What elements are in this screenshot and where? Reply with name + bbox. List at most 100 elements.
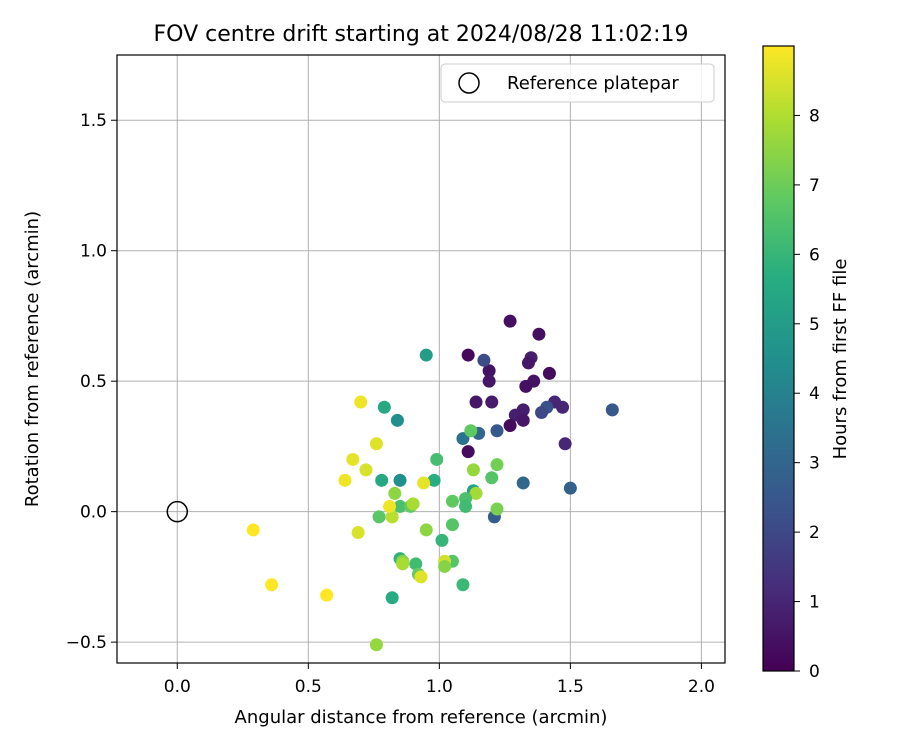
colorbar-tick-label: 7 [809, 176, 820, 196]
data-point [485, 471, 499, 485]
data-point [542, 366, 556, 380]
data-point [427, 473, 441, 487]
data-point [519, 379, 533, 393]
data-point [456, 578, 470, 592]
data-point [469, 395, 483, 409]
colorbar-tick-label: 8 [809, 106, 820, 126]
data-point [246, 523, 260, 537]
data-point [482, 364, 496, 378]
data-point [351, 526, 365, 540]
data-point [477, 353, 491, 367]
legend-reference-marker [458, 72, 480, 94]
data-point [438, 559, 452, 573]
data-point [482, 374, 496, 388]
colorbar-label: Hours from first FF file [830, 259, 851, 460]
colorbar-tick-label: 6 [809, 245, 820, 265]
data-point [532, 327, 546, 341]
data-point [490, 458, 504, 472]
data-point [430, 452, 444, 466]
data-point [375, 473, 389, 487]
colorbar-ticks: 0 1 2 3 4 5 6 7 8 [794, 106, 820, 682]
y-tick-label: 1.5 [80, 111, 107, 131]
data-point [521, 356, 535, 370]
axis-ticks: 0.0 0.5 1.0 1.5 2.0 −0.5 0.0 0.5 1.0 1.5 [66, 111, 715, 697]
chart-legend: Reference platepar [440, 63, 715, 103]
reference-point-marker [166, 500, 189, 523]
colorbar-tick-label: 1 [809, 593, 820, 613]
data-point [503, 419, 517, 433]
data-point [461, 348, 475, 362]
data-point [516, 413, 530, 427]
data-point [435, 533, 449, 547]
colorbar-tick-label: 3 [809, 454, 820, 474]
data-point [459, 499, 473, 513]
data-point [359, 463, 373, 477]
x-tick-label: 2.0 [688, 677, 715, 697]
legend-label: Reference platepar [507, 73, 679, 94]
data-point [419, 523, 433, 537]
data-point [414, 570, 428, 584]
legend-box [440, 63, 715, 103]
data-point [369, 437, 383, 451]
colorbar-tick-label: 4 [809, 384, 820, 404]
y-axis-label: Rotation from reference (arcmin) [22, 211, 43, 507]
data-point [485, 395, 499, 409]
x-axis-label: Angular distance from reference (arcmin) [235, 707, 608, 728]
data-point [445, 518, 459, 532]
colorbar-tick-label: 5 [809, 315, 820, 335]
colorbar: 0 1 2 3 4 5 6 7 8 Hours from first FF file [762, 45, 851, 682]
data-point [556, 400, 570, 414]
x-tick-label: 0.0 [164, 677, 191, 697]
data-point [563, 481, 577, 495]
data-point [406, 497, 420, 511]
data-point [338, 473, 352, 487]
colorbar-tick-label: 0 [809, 662, 820, 682]
data-point [409, 557, 423, 571]
data-point [490, 502, 504, 516]
data-point [461, 445, 475, 459]
data-point [466, 463, 480, 477]
colorbar-frame [762, 45, 795, 672]
data-points [166, 314, 619, 652]
x-tick-label: 1.5 [557, 677, 584, 697]
y-tick-label: 0.5 [80, 372, 107, 392]
data-point [558, 437, 572, 451]
data-point [377, 400, 391, 414]
data-point [385, 591, 399, 605]
colorbar-tick-label: 2 [809, 523, 820, 543]
data-point [535, 405, 549, 419]
data-point [393, 473, 407, 487]
data-point [417, 476, 431, 490]
data-point [419, 348, 433, 362]
data-point [503, 314, 517, 328]
data-point [469, 486, 483, 500]
data-point [516, 476, 530, 490]
y-tick-label: −0.5 [66, 633, 107, 653]
data-point [265, 578, 279, 592]
grid-lines [117, 55, 725, 663]
data-point [385, 510, 399, 524]
chart-title: FOV centre drift starting at 2024/08/28 … [154, 22, 689, 47]
x-tick-label: 0.5 [295, 677, 322, 697]
y-tick-label: 0.0 [80, 503, 107, 523]
plot-area-frame [116, 54, 726, 664]
data-point [369, 638, 383, 652]
data-point [605, 403, 619, 417]
data-point [390, 413, 404, 427]
data-point [320, 588, 334, 602]
data-point [354, 395, 368, 409]
data-point [396, 557, 410, 571]
data-point [383, 499, 397, 513]
data-point [388, 486, 402, 500]
colorbar-gradient [763, 46, 794, 671]
data-point [346, 452, 360, 466]
data-point [445, 494, 459, 508]
y-tick-label: 1.0 [80, 242, 107, 262]
data-point [490, 424, 504, 438]
data-point [372, 510, 386, 524]
data-point [393, 499, 407, 513]
x-tick-label: 1.0 [426, 677, 453, 697]
data-point [464, 424, 478, 438]
